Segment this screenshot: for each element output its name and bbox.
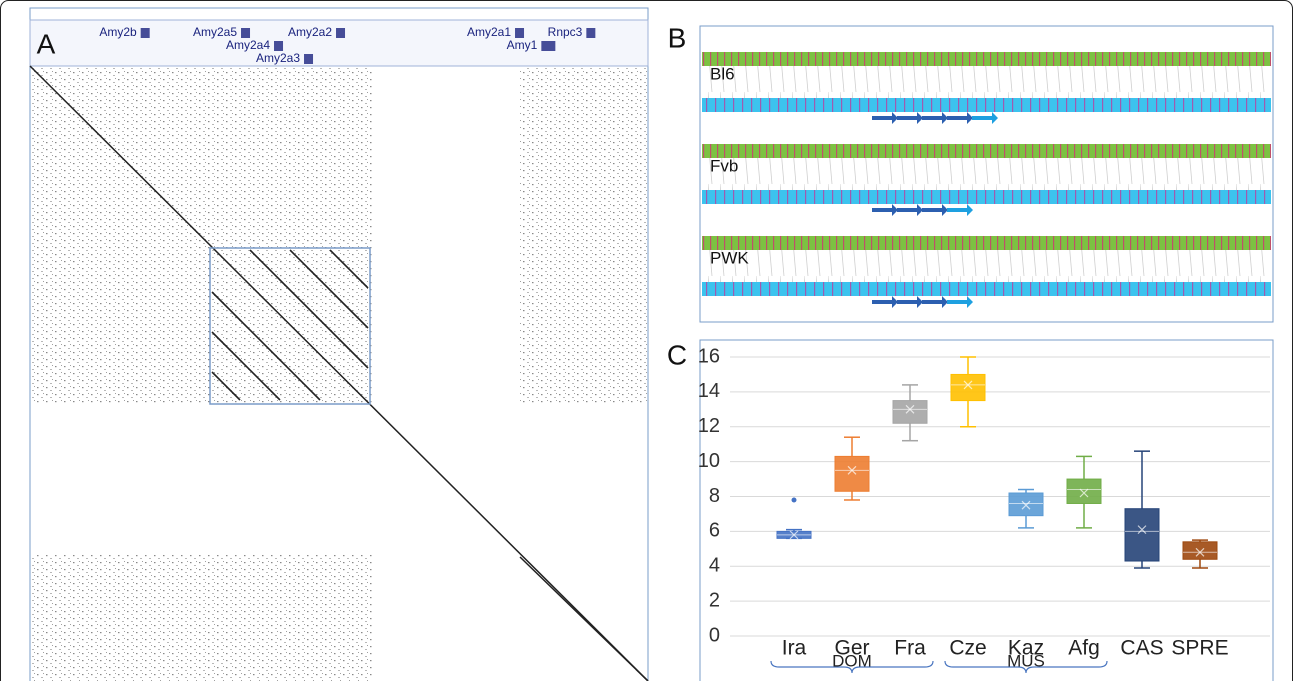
y-tick-label: 6 <box>709 520 720 542</box>
box <box>1067 479 1101 503</box>
y-tick-label: 14 <box>698 380 720 402</box>
y-tick-label: 10 <box>698 450 720 472</box>
panel-label: B <box>668 22 687 53</box>
strain-label: Fvb <box>710 156 738 175</box>
gene-glyph <box>541 41 555 51</box>
cyan-track <box>702 190 1271 204</box>
group-label: MUS <box>1007 651 1045 670</box>
y-tick-label: 8 <box>709 485 720 507</box>
strain-label: Bl6 <box>710 64 735 83</box>
y-tick-label: 4 <box>709 555 720 577</box>
green-track <box>702 144 1271 158</box>
x-tick-label: CAS <box>1120 637 1163 660</box>
box <box>1183 542 1217 559</box>
x-tick-label: Ira <box>782 637 807 660</box>
x-tick-label: Cze <box>949 637 986 660</box>
green-track <box>702 236 1271 250</box>
strain-label: PWK <box>710 248 749 267</box>
box <box>1125 509 1159 561</box>
gene-label: Amy2a2 <box>288 25 332 39</box>
panel-label: A <box>37 28 56 59</box>
x-tick-label: SPRE <box>1171 637 1228 660</box>
gene-label: Rnpc3 <box>548 25 583 39</box>
y-tick-label: 12 <box>698 415 720 437</box>
gene-label: Amy1 <box>507 38 538 52</box>
box <box>1009 493 1043 516</box>
group-label: DOM <box>832 651 872 670</box>
panel-label: C <box>667 339 687 370</box>
gene-glyph <box>241 28 250 38</box>
figure: A B C Amy2b Amy2a5 Amy2a2 Amy2a4Amy2a3 Amy2a1 Rn… <box>0 0 1293 681</box>
dot-area <box>520 68 648 403</box>
box <box>893 401 927 424</box>
dot-area <box>32 555 372 681</box>
gene-label: Amy2a1 <box>467 25 511 39</box>
panel-c <box>700 340 1273 681</box>
gene-glyph <box>515 28 524 38</box>
gene-glyph <box>274 41 283 51</box>
green-track <box>702 52 1271 66</box>
gene-label: Amy2b <box>99 25 137 39</box>
y-tick-label: 0 <box>709 624 720 646</box>
box <box>951 374 985 400</box>
outlier <box>792 497 797 502</box>
cyan-track <box>702 282 1271 296</box>
gene-glyph <box>586 28 595 38</box>
gene-glyph <box>141 28 150 38</box>
page: A B C Amy2b Amy2a5 Amy2a2 Amy2a4Amy2a3 Amy2a1 Rn… <box>0 0 1293 681</box>
x-tick-label: Afg <box>1068 637 1100 660</box>
gene-label: Amy2a4 <box>226 38 270 52</box>
y-tick-label: 2 <box>709 589 720 611</box>
gene-label: Amy2a5 <box>193 25 237 39</box>
gene-label: Amy2a3 <box>256 51 300 65</box>
gene-glyph <box>336 28 345 38</box>
box <box>835 456 869 491</box>
y-tick-label: 16 <box>698 345 720 367</box>
x-tick-label: Fra <box>894 637 926 660</box>
gene-glyph <box>304 54 313 64</box>
cyan-track <box>702 98 1271 112</box>
